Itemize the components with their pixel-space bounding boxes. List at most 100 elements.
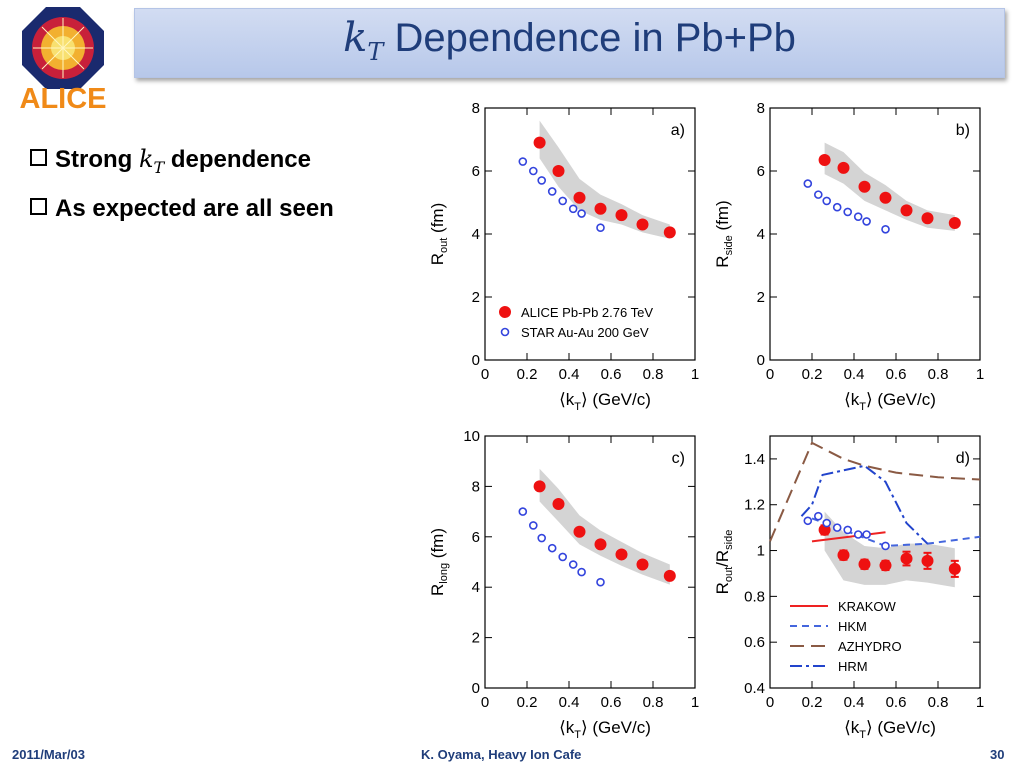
data-point: [518, 507, 528, 516]
panel-label: c): [672, 450, 685, 467]
data-point: [853, 212, 863, 221]
y-tick-label: 0.6: [744, 634, 765, 651]
x-tick-label: 0: [481, 366, 489, 383]
x-tick-label: 0.2: [517, 694, 538, 711]
x-axis-label: ⟨kT⟩ (GeV/c): [559, 718, 651, 741]
y-tick-label: 0.4: [744, 680, 765, 697]
data-point: [813, 190, 823, 199]
x-tick-label: 0.4: [559, 366, 580, 383]
data-point: [573, 191, 586, 204]
data-point: [663, 569, 676, 582]
y-tick-label: 4: [472, 226, 480, 243]
legend-label: HKM: [838, 619, 867, 634]
data-point: [803, 179, 813, 188]
data-point: [596, 223, 605, 232]
page-number: 30: [990, 747, 1005, 762]
bullet-variable: k: [139, 145, 154, 173]
x-tick-label: 0.4: [559, 694, 580, 711]
data-point: [663, 226, 676, 239]
data-point: [528, 166, 538, 176]
y-axis-label: Rout (fm): [428, 203, 450, 266]
legend-label: HRM: [838, 659, 868, 674]
y-tick-label: 2: [472, 289, 480, 306]
data-point: [832, 523, 842, 532]
legend-label: STAR Au-Au 200 GeV: [521, 325, 649, 340]
y-tick-label: 10: [463, 428, 480, 445]
title-variable: k: [343, 15, 368, 61]
footer-date: 2011/Mar/03: [12, 747, 86, 762]
data-point: [594, 538, 607, 551]
data-point: [577, 209, 586, 218]
bullet-item: Strong kT dependence: [30, 145, 311, 177]
x-tick-label: 0.6: [601, 366, 622, 383]
data-point: [900, 552, 913, 565]
data-point: [636, 218, 649, 231]
y-tick-label: 2: [757, 289, 765, 306]
data-point: [832, 202, 842, 212]
data-point: [837, 161, 850, 174]
chart-panel-1: 0 0.2 0.4 0.6 0.8 1 0 2 4 6 8 a) Rout (fm) ⟨kT⟩ (GeV/…: [428, 100, 699, 413]
y-axis-label: Rout/Rside: [713, 530, 735, 595]
y-tick-label: 1.2: [744, 497, 765, 514]
x-axis-label: ⟨kT⟩ (GeV/c): [844, 390, 936, 413]
x-tick-label: 0.4: [844, 366, 865, 383]
model-curve-hrm: [800, 464, 929, 545]
data-point: [862, 217, 871, 226]
x-tick-label: 1: [691, 694, 699, 711]
y-tick-label: 8: [472, 100, 480, 117]
y-tick-label: 6: [757, 163, 765, 180]
data-point: [568, 560, 578, 569]
x-tick-label: 0.8: [643, 694, 664, 711]
data-point: [803, 516, 813, 526]
alice-logo: ALICE: [20, 7, 107, 112]
legend-label: KRAKOW: [838, 599, 897, 614]
checkbox-bullet-icon: [30, 149, 47, 166]
data-point: [537, 176, 547, 185]
x-tick-label: 0: [766, 366, 774, 383]
data-point: [818, 153, 831, 166]
y-tick-label: 0: [472, 352, 480, 369]
model-curve-krakow: [811, 531, 886, 543]
x-axis-label: ⟨kT⟩ (GeV/c): [844, 718, 936, 741]
data-point: [879, 191, 892, 204]
data-point: [921, 212, 934, 225]
x-tick-label: 0: [481, 694, 489, 711]
logo-text: ALICE: [20, 83, 107, 112]
y-tick-label: 8: [757, 100, 765, 117]
data-point: [881, 541, 890, 551]
y-tick-label: 1.4: [744, 451, 765, 468]
legend-marker: [499, 306, 511, 318]
footer-author: K. Oyama, Heavy Ion Cafe: [421, 747, 582, 762]
plot-frame: [769, 107, 981, 361]
x-axis-label: ⟨kT⟩ (GeV/c): [559, 390, 651, 413]
data-point: [615, 209, 628, 222]
data-point: [948, 216, 961, 229]
title-bar: kT Dependence in Pb+Pb: [134, 8, 1005, 78]
bullet-text-end: dependence: [164, 146, 311, 173]
bullet-text: Strong: [55, 146, 139, 173]
data-point: [533, 480, 546, 493]
data-point: [636, 558, 649, 571]
panel-label: d): [956, 450, 970, 467]
title-subscript: T: [367, 38, 384, 66]
data-point: [921, 554, 934, 567]
x-tick-label: 0.6: [886, 694, 907, 711]
x-tick-label: 1: [976, 366, 984, 383]
data-point: [568, 204, 578, 214]
x-tick-label: 0.8: [928, 366, 949, 383]
data-point: [948, 562, 961, 575]
x-tick-label: 0.2: [517, 366, 538, 383]
data-point: [858, 180, 871, 193]
data-point: [596, 577, 605, 587]
x-tick-label: 1: [691, 366, 699, 383]
x-tick-label: 0.8: [643, 366, 664, 383]
panel-label: b): [956, 122, 970, 139]
y-tick-label: 8: [472, 478, 480, 495]
y-tick-label: 4: [472, 579, 480, 596]
data-point: [528, 521, 538, 530]
data-point: [862, 530, 871, 539]
panel-label: a): [671, 122, 685, 139]
bullet-subscript: T: [153, 157, 165, 177]
checkbox-bullet-icon: [30, 198, 47, 215]
